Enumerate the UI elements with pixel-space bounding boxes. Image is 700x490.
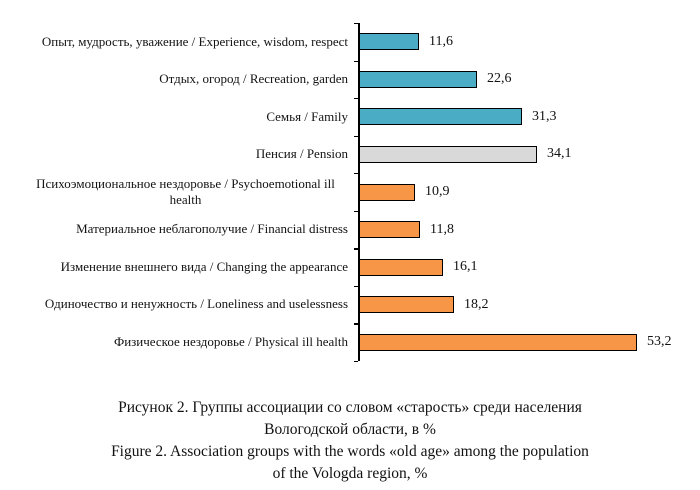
bar [358, 221, 420, 239]
axis-tick [353, 248, 358, 250]
bar [358, 296, 454, 314]
bar-cell: 34,1 [358, 145, 700, 163]
axis-tick [353, 285, 358, 288]
category-label-cell: Изменение внешнего вида / Changing the a… [0, 259, 358, 276]
value-label: 22,6 [487, 71, 512, 87]
category-axis-line [358, 23, 360, 361]
bar-cell: 10,9 [358, 183, 700, 201]
axis-tick [353, 135, 358, 137]
chart-row: Психоэмоциональное нездоровье / Psychoem… [0, 173, 700, 211]
value-label: 34,1 [547, 146, 572, 162]
bar [358, 183, 415, 201]
value-label: 11,8 [430, 221, 454, 237]
axis-tick [353, 173, 358, 175]
value-label: 18,2 [464, 296, 489, 312]
caption-ru-line1: Рисунок 2. Группы ассоциации со словом «… [118, 399, 582, 416]
bar [358, 333, 637, 351]
category-label: Материальное неблагополучие / Financial … [76, 221, 348, 237]
chart-row: Семья / Family 31,3 [0, 98, 700, 136]
axis-tick [353, 361, 358, 363]
category-label: Семья / Family [266, 108, 348, 124]
bar [358, 70, 477, 88]
bar [358, 258, 443, 276]
value-label: 31,3 [532, 108, 557, 124]
caption-en-line1: Figure 2. Association groups with the wo… [111, 443, 589, 460]
bar-cell: 18,2 [358, 296, 700, 314]
bar-chart: Опыт, мудрость, уважение / Experience, w… [0, 23, 700, 363]
bar-cell: 16,1 [358, 258, 700, 276]
category-label-cell: Психоэмоциональное нездоровье / Psychoem… [0, 176, 358, 209]
value-label: 53,2 [647, 334, 672, 350]
axis-tick [353, 323, 358, 325]
category-label-cell: Пенсия / Pension [0, 146, 358, 163]
category-label-cell: Опыт, мудрость, уважение / Experience, w… [0, 34, 358, 51]
chart-rows: Опыт, мудрость, уважение / Experience, w… [0, 23, 700, 361]
category-label: Физическое нездоровье / Physical ill hea… [113, 334, 348, 350]
category-label: Отдых, огород / Recreation, garden [159, 71, 348, 87]
chart-row: Материальное неблагополучие / Financial … [0, 211, 700, 249]
category-label-cell: Материальное неблагополучие / Financial … [0, 221, 358, 238]
category-label: Опыт, мудрость, уважение / Experience, w… [41, 33, 348, 49]
figure-caption: Рисунок 2. Группы ассоциации со словом «… [0, 397, 700, 485]
chart-row: Одиночество и ненужность / Loneliness an… [0, 286, 700, 324]
bar-cell: 22,6 [358, 70, 700, 88]
chart-row: Пенсия / Pension 34,1 [0, 136, 700, 174]
category-label: Пенсия / Pension [255, 146, 348, 162]
value-label: 11,6 [429, 33, 453, 49]
category-label-cell: Семья / Family [0, 109, 358, 126]
bar [358, 145, 537, 163]
bar [358, 108, 522, 126]
category-label: Психоэмоциональное нездоровье / Psychoem… [36, 175, 335, 208]
chart-row: Изменение внешнего вида / Changing the a… [0, 248, 700, 286]
category-label: Изменение внешнего вида / Changing the a… [60, 258, 348, 274]
axis-tick [353, 210, 358, 212]
bar-cell: 53,2 [358, 333, 700, 351]
category-label: Одиночество и ненужность / Loneliness an… [44, 296, 348, 312]
bar-cell: 11,8 [358, 221, 700, 239]
axis-tick [353, 23, 358, 25]
bar-cell: 31,3 [358, 108, 700, 126]
axis-tick [353, 60, 358, 62]
bar-cell: 11,6 [358, 33, 700, 51]
value-label: 10,9 [425, 184, 450, 200]
value-label: 16,1 [453, 259, 478, 275]
caption-en-line2: of the Vologda region, % [272, 465, 428, 482]
chart-row: Физическое нездоровье / Physical ill hea… [0, 324, 700, 362]
bar [358, 33, 419, 51]
category-label-cell: Одиночество и ненужность / Loneliness an… [0, 296, 358, 313]
caption-ru-line2: Вологодской области, в % [264, 421, 436, 438]
chart-row: Опыт, мудрость, уважение / Experience, w… [0, 23, 700, 61]
category-label-cell: Физическое нездоровье / Physical ill hea… [0, 334, 358, 351]
axis-tick [353, 98, 358, 100]
category-label-cell: Отдых, огород / Recreation, garden [0, 71, 358, 88]
chart-row: Отдых, огород / Recreation, garden 22,6 [0, 61, 700, 99]
